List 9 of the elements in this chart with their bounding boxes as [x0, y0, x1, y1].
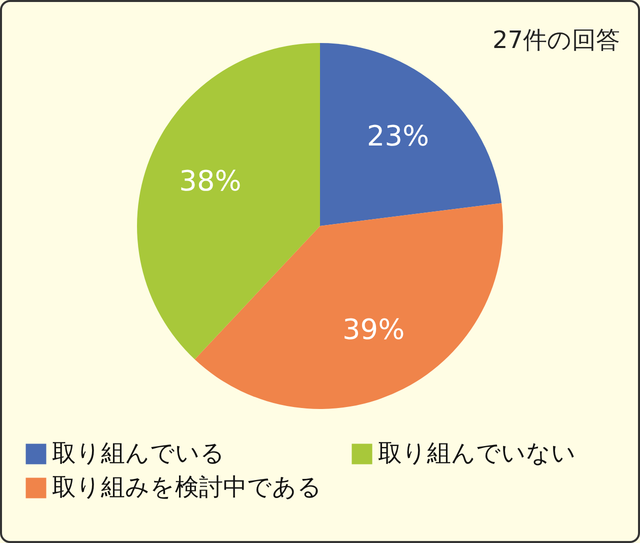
pie-slice — [194, 203, 503, 409]
data-label: 39% — [342, 313, 405, 346]
data-label: 23% — [366, 119, 430, 152]
legend-label: 取り組んでいる — [52, 439, 225, 467]
pie-slice — [137, 43, 320, 360]
data-label: 38% — [179, 164, 242, 198]
legend-label: 取り組んでいない — [378, 439, 576, 467]
text: 27件の回答 — [492, 25, 620, 56]
legend-label: 取り組みを検討中である — [52, 473, 322, 501]
